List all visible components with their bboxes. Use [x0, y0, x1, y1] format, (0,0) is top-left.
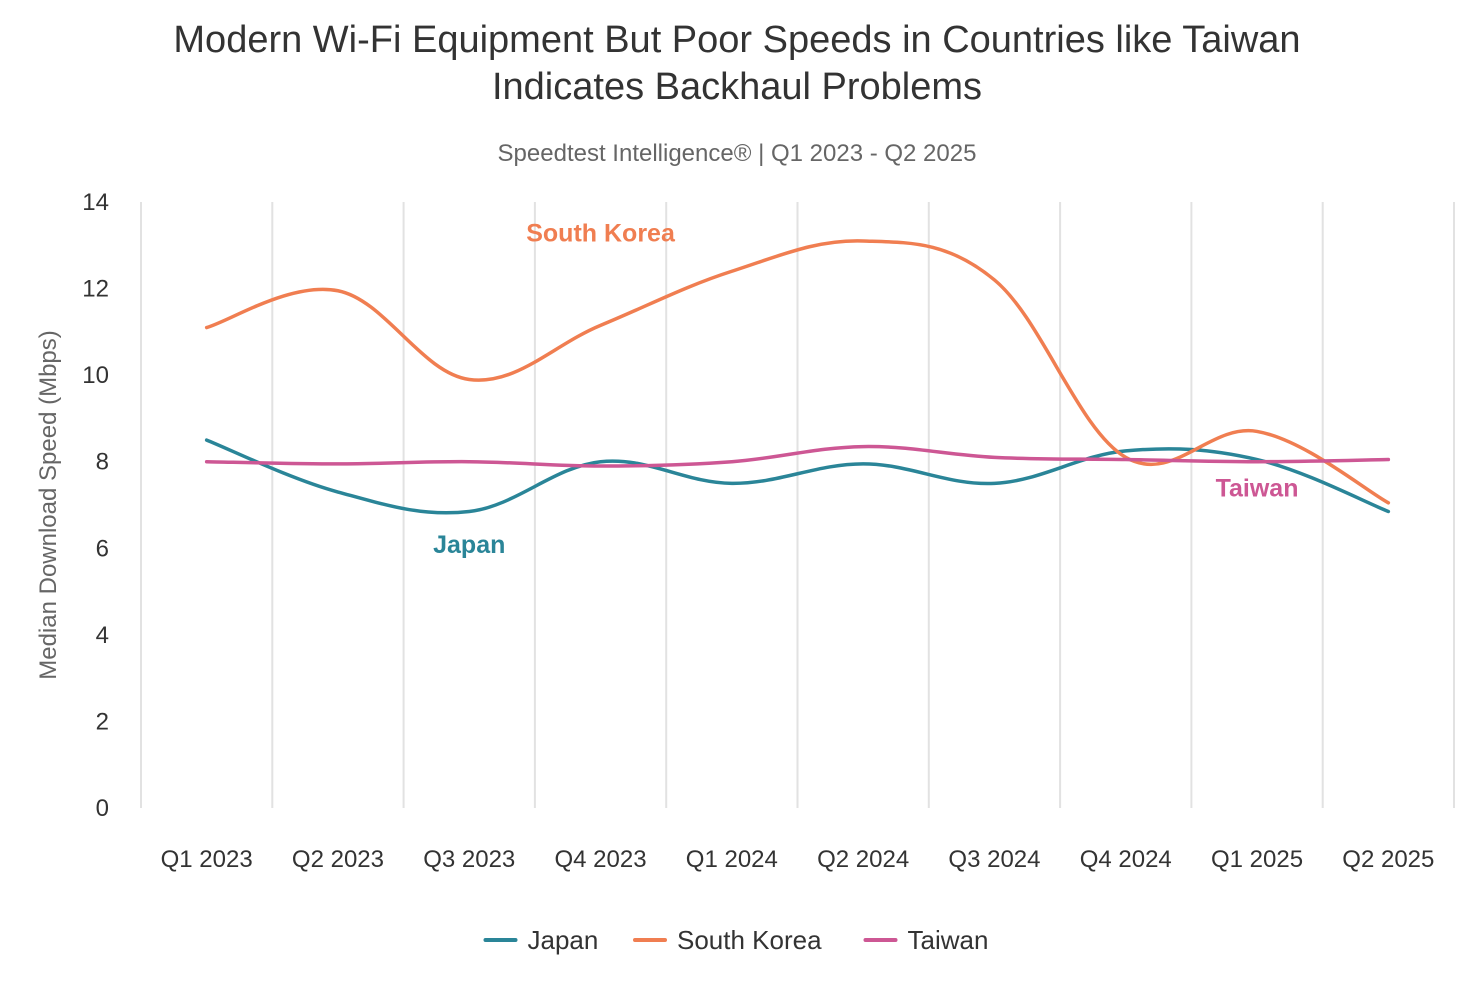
legend-label: Taiwan [908, 925, 989, 955]
annotation-japan: Japan [433, 531, 505, 559]
x-tick-label: Q1 2023 [161, 846, 253, 873]
legend-item-japan[interactable]: Japan [483, 925, 599, 955]
series-line-japan [204, 438, 1391, 515]
legend-item-taiwan[interactable]: Taiwan [863, 925, 989, 955]
series-line-south-korea [204, 239, 1391, 505]
x-tick-label: Q2 2024 [817, 846, 909, 873]
y-tick-label: 8 [96, 449, 109, 476]
x-tick-label: Q3 2024 [948, 846, 1040, 873]
legend-label: South Korea [677, 925, 822, 955]
y-tick-label: 14 [82, 189, 109, 216]
chart-title-line-1: Modern Wi-Fi Equipment But Poor Speeds i… [173, 19, 1300, 61]
series-lines [204, 239, 1391, 515]
y-tick-label: 10 [82, 362, 109, 389]
y-tick-label: 0 [96, 795, 109, 822]
legend[interactable]: Japan South Korea Taiwan [483, 925, 989, 955]
x-tick-label: Q2 2023 [292, 846, 384, 873]
y-axis-ticks: 0 2 4 6 8 10 12 14 [82, 189, 109, 822]
x-axis-ticks: Q1 2023 Q2 2023 Q3 2023 Q4 2023 Q1 2024 Q2 20… [161, 846, 1435, 873]
chart-subtitle: Speedtest Intelligence® | Q1 2023 - Q2 2… [498, 140, 977, 167]
gridlines [140, 202, 1455, 808]
x-tick-label: Q2 2025 [1342, 846, 1434, 873]
y-tick-label: 6 [96, 535, 109, 562]
x-tick-label: Q3 2023 [423, 846, 515, 873]
x-tick-label: Q1 2025 [1211, 846, 1303, 873]
legend-label: Japan [528, 925, 599, 955]
series-annotations: South Korea Japan Taiwan [433, 219, 1298, 559]
y-axis-label: Median Download Speed (Mbps) [35, 330, 62, 680]
series-line-taiwan [204, 444, 1391, 468]
x-tick-label: Q4 2024 [1080, 846, 1172, 873]
x-tick-label: Q1 2024 [686, 846, 778, 873]
annotation-south-korea: South Korea [526, 219, 676, 247]
legend-item-south-korea[interactable]: South Korea [633, 925, 822, 955]
y-tick-label: 12 [82, 276, 109, 303]
x-tick-label: Q4 2023 [555, 846, 647, 873]
y-tick-label: 2 [96, 708, 109, 735]
chart-title-line-2: Indicates Backhaul Problems [492, 66, 982, 108]
annotation-taiwan: Taiwan [1216, 475, 1299, 503]
y-tick-label: 4 [96, 622, 109, 649]
